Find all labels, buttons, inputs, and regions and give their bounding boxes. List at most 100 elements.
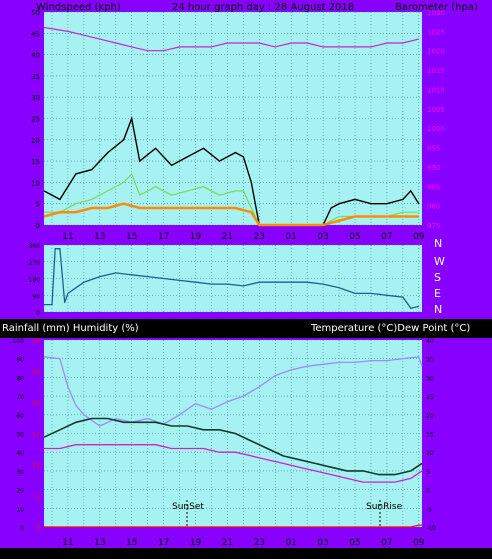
rain-tick-label: 15 bbox=[32, 432, 40, 439]
temperature-tick-label: 5 bbox=[426, 469, 430, 476]
humidity-tick-label: 60 bbox=[16, 413, 24, 420]
windspeed-title: Windspeed (kph) bbox=[36, 2, 121, 13]
top-x-tick-label: 13 bbox=[94, 232, 105, 242]
windspeed-tick-label: 20 bbox=[31, 137, 40, 145]
bottom-x-tick-label: 23 bbox=[254, 538, 265, 548]
barometer-series-line bbox=[43, 26, 419, 52]
rain-tick-label: 25 bbox=[32, 369, 40, 376]
temperature-tick-label: 10 bbox=[426, 450, 434, 457]
windspeed-tick-label: 15 bbox=[31, 158, 40, 166]
barometer-tick-label: 1005 bbox=[427, 106, 445, 114]
windspeed-tick-label: 0 bbox=[36, 222, 40, 230]
barometer-tick-label: 1030 bbox=[427, 9, 445, 17]
humidity-tick-label: 80 bbox=[16, 375, 24, 382]
direction-tick-label: 270 bbox=[29, 260, 41, 267]
temperature-tick-label: 30 bbox=[426, 375, 434, 382]
windspeed-tick-label: 40 bbox=[31, 52, 40, 60]
humidity-tick-label: 10 bbox=[16, 506, 24, 513]
top-x-tick-label: 05 bbox=[349, 232, 360, 242]
windspeed-tick-label: 35 bbox=[31, 73, 40, 81]
direction-tick-label: 90 bbox=[32, 293, 40, 300]
humidity-tick-label: 100 bbox=[13, 338, 25, 345]
compass-s: S bbox=[434, 271, 441, 284]
direction-tick-label: 360 bbox=[29, 243, 41, 250]
humidity-tick-label: 50 bbox=[16, 432, 24, 439]
temperature-series-line bbox=[43, 417, 423, 476]
humidity-tick-label: 30 bbox=[16, 469, 24, 476]
windspeed-tick-label: 50 bbox=[31, 9, 40, 17]
rain-tick-label: 20 bbox=[32, 400, 40, 407]
top-x-tick-label: 01 bbox=[285, 232, 296, 242]
barometer-tick-label: 995 bbox=[427, 145, 440, 153]
barometer-tick-label: 990 bbox=[427, 164, 440, 172]
rain-tick-label: 30 bbox=[32, 338, 40, 345]
compass-e: E bbox=[434, 287, 441, 300]
humidity-tick-label: 20 bbox=[16, 488, 24, 495]
barometer-tick-label: 1010 bbox=[427, 86, 445, 94]
top-x-tick-label: 21 bbox=[222, 232, 233, 242]
compass-w: W bbox=[434, 255, 445, 268]
top-x-tick-label: 09 bbox=[413, 232, 425, 242]
barometer-tick-label: 1020 bbox=[427, 48, 445, 56]
rain-series-line bbox=[44, 524, 422, 528]
dewpoint-series-line bbox=[44, 444, 423, 483]
direction-tick-label: 0 bbox=[36, 310, 40, 317]
humidity-tick-label: 70 bbox=[16, 394, 24, 401]
barometer-title: Barometer (hpa) bbox=[395, 2, 478, 13]
sunrise-label: SunRise bbox=[366, 502, 403, 512]
bottom-x-tick-label: 07 bbox=[381, 538, 392, 548]
bottom-x-tick-label: 03 bbox=[317, 538, 328, 548]
wind-direction-series-line bbox=[44, 248, 419, 310]
top-x-tick-label: 15 bbox=[126, 232, 137, 242]
bottom-x-tick-label: 05 bbox=[349, 538, 360, 548]
windspeed-tick-label: 45 bbox=[31, 30, 40, 38]
humidity-tick-label: 90 bbox=[16, 357, 24, 364]
sunset-label: SunSet bbox=[172, 502, 204, 512]
compass-n-top: N bbox=[434, 237, 442, 250]
windspeed-tick-label: 10 bbox=[31, 179, 40, 187]
windspeed-tick-label: 30 bbox=[31, 94, 40, 102]
temperature-tick-label: 15 bbox=[426, 432, 434, 439]
bottom-x-tick-label: 15 bbox=[126, 538, 137, 548]
bottom-x-tick-label: 21 bbox=[222, 538, 233, 548]
barometer-tick-label: 985 bbox=[427, 183, 440, 191]
barometer-tick-label: 975 bbox=[427, 222, 440, 230]
top-x-tick-label: 19 bbox=[190, 232, 202, 242]
humidity-tick-label: 0 bbox=[20, 525, 24, 532]
barometer-tick-label: 1000 bbox=[427, 125, 445, 133]
barometer-tick-label: 980 bbox=[427, 203, 440, 211]
top-x-tick-label: 11 bbox=[62, 232, 73, 242]
top-x-tick-label: 17 bbox=[158, 232, 169, 242]
temperature-tick-label: 0 bbox=[426, 488, 430, 495]
direction-tick-label: 180 bbox=[29, 277, 41, 284]
temperature-tick-label: 25 bbox=[426, 394, 434, 401]
rain-tick-label: 0 bbox=[36, 525, 40, 532]
top-x-tick-label: 03 bbox=[317, 232, 328, 242]
top-x-tick-label: 23 bbox=[254, 232, 265, 242]
bottom-x-tick-label: 19 bbox=[190, 538, 202, 548]
compass-n-bottom: N bbox=[434, 303, 442, 316]
top-x-tick-label: 07 bbox=[381, 232, 392, 242]
temperature-tick-label: 40 bbox=[426, 338, 434, 345]
bottom-x-tick-label: 13 bbox=[94, 538, 105, 548]
temperature-tick-label: 35 bbox=[426, 357, 434, 364]
barometer-tick-label: 1015 bbox=[427, 67, 445, 75]
chart-date-title: 24 hour graph day : 28 August 2018 bbox=[172, 2, 354, 13]
gust-series-line bbox=[43, 115, 420, 226]
bottom-x-tick-label: 09 bbox=[413, 538, 425, 548]
bottom-x-tick-label: 01 bbox=[285, 538, 296, 548]
windspeed-tick-label: 5 bbox=[36, 201, 40, 209]
rain-tick-label: 5 bbox=[36, 494, 40, 501]
bottom-x-tick-label: 17 bbox=[158, 538, 169, 548]
bottom-x-tick-label: 11 bbox=[62, 538, 73, 548]
temperature-dewpoint-title: Temperature (°C)Dew Point (°C) bbox=[310, 323, 470, 334]
rain-tick-label: 10 bbox=[32, 463, 40, 470]
barometer-tick-label: 1025 bbox=[427, 28, 445, 36]
windspeed-tick-label: 25 bbox=[31, 116, 40, 124]
humidity-tick-label: 40 bbox=[16, 450, 24, 457]
rain-humidity-title: Rainfall (mm) Humidity (%) bbox=[2, 323, 139, 334]
wind_fill-series-line bbox=[43, 202, 419, 227]
temperature-tick-label: 20 bbox=[426, 413, 434, 420]
